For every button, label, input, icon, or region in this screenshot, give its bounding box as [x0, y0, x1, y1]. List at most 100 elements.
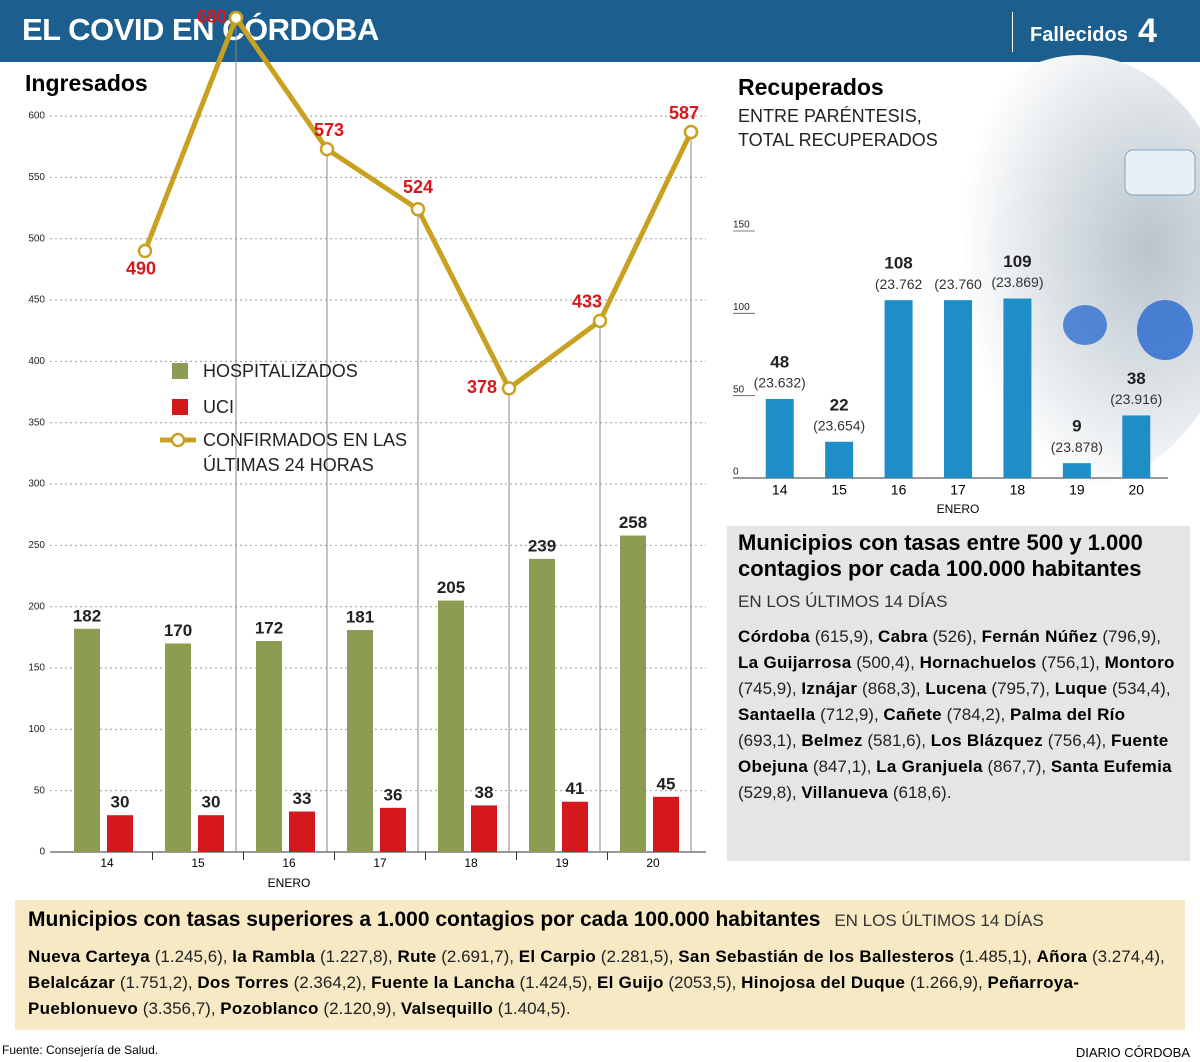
municipio-name: Lucena [925, 679, 987, 698]
municipio-name: Fuente la Lancha [371, 973, 515, 992]
bar [256, 641, 282, 852]
y-tick-label: 200 [28, 601, 45, 612]
legend-label: HOSPITALIZADOS [203, 361, 358, 381]
value-label: 239 [528, 536, 556, 555]
municipio-name: San Sebastián de los Ballesteros [678, 947, 955, 966]
box-subtitle: EN LOS ÚLTIMOS 14 DÍAS [738, 592, 948, 611]
municipio-rate: (2.364,2), [293, 973, 367, 992]
y-tick-label: 400 [28, 356, 45, 367]
line-point [410, 202, 426, 217]
municipio-rate: (3.356,7), [142, 999, 216, 1018]
line-value-label: 433 [572, 292, 602, 312]
value-label: 45 [657, 774, 676, 793]
bar [765, 398, 794, 478]
line-point [592, 313, 608, 329]
x-tick-label: 14 [772, 482, 788, 498]
value-label: 181 [346, 607, 374, 626]
total-label: (23.632) [754, 375, 806, 391]
municipio-rate: (529,8), [738, 783, 797, 802]
line-value-label: 587 [669, 103, 699, 123]
y-tick-label: 150 [28, 663, 45, 674]
bar [165, 643, 191, 852]
municipios-1000-list: Nueva Carteya (1.245,6), la Rambla (1.22… [28, 944, 1178, 1022]
municipio-rate: (756,1), [1041, 653, 1100, 672]
municipio-rate: (615,9), [814, 627, 874, 646]
value-label: 41 [566, 779, 585, 798]
bar [529, 558, 555, 852]
municipio-rate: (534,4), [1111, 679, 1171, 698]
line-point [137, 243, 153, 259]
bar [1122, 415, 1151, 478]
municipio-name: El Carpio [518, 947, 597, 966]
photo-shield [1124, 149, 1196, 196]
municipio-rate: (1.424,5), [519, 973, 593, 992]
bar [347, 629, 373, 852]
legend-swatch [172, 363, 188, 379]
value-label: 22 [830, 395, 849, 414]
municipio-rate: (581,6), [867, 731, 926, 750]
x-tick-label: 15 [191, 856, 205, 870]
municipio-name: Fernán Núñez [981, 627, 1098, 646]
municipio-rate: (796,9), [1102, 627, 1161, 646]
bar [198, 815, 224, 852]
brand: DIARIO CÓRDOBA [1075, 1045, 1190, 1060]
municipios-500-box [727, 526, 1190, 861]
line-value-label: 378 [467, 377, 497, 397]
x-tick-label: 17 [950, 482, 966, 498]
bar [289, 811, 315, 852]
y-tick-label: 150 [733, 220, 750, 231]
value-label: 182 [73, 606, 101, 625]
y-tick-label: 350 [28, 417, 45, 428]
municipio-name: Añora [1036, 947, 1088, 966]
municipio-rate: (2.120,9), [323, 999, 397, 1018]
municipio-name: Hornachuelos [919, 653, 1037, 672]
municipio-rate: (1.485,1), [959, 947, 1032, 966]
bar [562, 801, 588, 852]
x-tick-label: 18 [1010, 482, 1026, 498]
municipio-name: Córdoba [738, 627, 810, 646]
x-tick-label: 19 [1069, 482, 1085, 498]
line-point [228, 10, 244, 26]
municipio-rate: (526), [932, 627, 977, 646]
value-label: 30 [202, 793, 221, 812]
bar [107, 815, 133, 852]
municipio-rate: (2.281,5), [600, 947, 674, 966]
municipio-rate: (795,7), [991, 679, 1051, 698]
x-tick-label: 17 [373, 856, 387, 870]
municipio-name: Cañete [883, 705, 942, 724]
value-label: 172 [255, 619, 283, 638]
municipio-name: El Guijo [597, 973, 664, 992]
photo-glove [1137, 300, 1193, 360]
line-value-label: 524 [403, 177, 433, 197]
legend-swatch [172, 399, 188, 415]
header-bar [0, 0, 1200, 62]
municipio-rate: (500,4), [856, 653, 915, 672]
header-divider [1012, 12, 1013, 52]
municipio-name: Cabra [878, 627, 928, 646]
line-value-label: 573 [314, 120, 344, 140]
y-tick-label: 600 [28, 111, 45, 122]
y-tick-label: 50 [733, 384, 745, 395]
municipio-rate: (1.227,8), [320, 947, 393, 966]
value-label: 170 [164, 621, 192, 640]
municipio-rate: (784,2), [946, 705, 1006, 724]
total-label: (23.916) [1110, 391, 1162, 407]
value-label: 36 [384, 785, 403, 804]
legend-label: UCI [203, 397, 234, 417]
municipio-name: Valsequillo [400, 999, 494, 1018]
box-title: Municipios con tasas superiores a 1.000 … [28, 908, 1044, 932]
deaths-value: 4 [1138, 12, 1157, 50]
box-title-text: Municipios con tasas superiores a 1.000 … [28, 908, 821, 931]
bar [438, 600, 464, 852]
municipio-name: Belalcázar [28, 973, 116, 992]
y-tick-label: 550 [28, 172, 45, 183]
x-axis-label: ENERO [268, 876, 311, 890]
municipio-name: Peñarroya-Pueblonuevo [28, 973, 1080, 1018]
y-tick-label: 100 [28, 724, 45, 735]
bar [471, 805, 497, 852]
bar [653, 796, 679, 852]
municipio-name: Santa Eufemia [1050, 757, 1172, 776]
value-label: 109 [1003, 252, 1031, 271]
value-label: 205 [437, 578, 465, 597]
bar [380, 807, 406, 852]
